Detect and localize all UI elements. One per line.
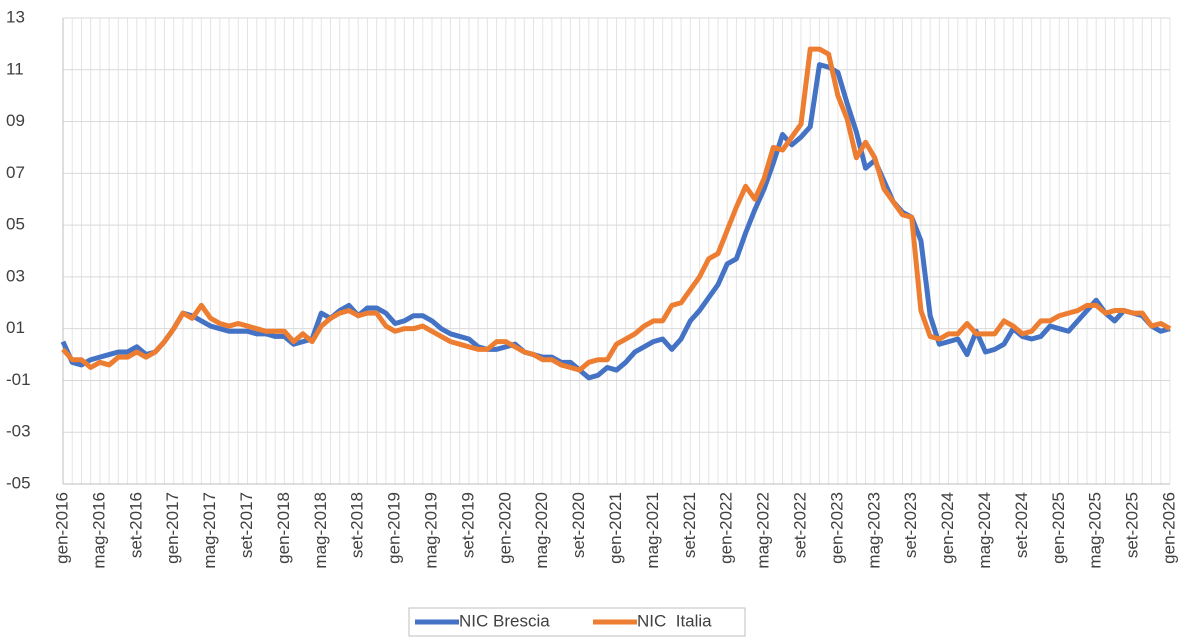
x-tick-group: mag-2025 (1086, 492, 1105, 569)
x-tick-group: set-2022 (790, 492, 809, 558)
x-tick-label: gen-2022 (717, 492, 736, 564)
x-tick-label: set-2017 (237, 492, 256, 558)
line-series (60, 62, 1171, 381)
x-tick-group: mag-2016 (89, 492, 108, 569)
x-tick-label: mag-2016 (89, 492, 108, 569)
x-tick-label: gen-2019 (385, 492, 404, 564)
x-tick-group: set-2023 (901, 492, 920, 558)
x-tick-group: gen-2025 (1049, 492, 1068, 564)
x-tick-label: mag-2023 (864, 492, 883, 569)
x-tick-label: gen-2021 (606, 492, 625, 564)
x-tick-group: set-2024 (1012, 492, 1031, 558)
x-tick-group: mag-2023 (864, 492, 883, 569)
x-tick-group: gen-2020 (495, 492, 514, 564)
x-tick-group: set-2019 (458, 492, 477, 558)
x-tick-label: set-2018 (348, 492, 367, 558)
y-tick-label: 03 (6, 266, 25, 285)
x-tick-group: set-2020 (569, 492, 588, 558)
x-tick-group: gen-2017 (163, 492, 182, 564)
x-tick-label: set-2024 (1012, 492, 1031, 558)
y-tick-label: -01 (6, 370, 31, 389)
x-tick-label: gen-2024 (938, 492, 957, 564)
x-tick-label: gen-2025 (1049, 492, 1068, 564)
x-tick-label: gen-2016 (52, 492, 71, 564)
x-tick-label: set-2023 (901, 492, 920, 558)
x-tick-label: gen-2018 (274, 492, 293, 564)
line-series (61, 46, 1172, 373)
x-tick-group: gen-2026 (1159, 492, 1178, 564)
x-tick-group: gen-2021 (606, 492, 625, 564)
x-tick-label: set-2020 (569, 492, 588, 558)
y-tick-label: 05 (6, 215, 25, 234)
x-tick-label: gen-2026 (1159, 492, 1178, 564)
x-tick-group: mag-2022 (754, 492, 773, 569)
x-tick-group: mag-2024 (975, 492, 994, 569)
x-tick-label: mag-2021 (643, 492, 662, 569)
x-tick-group: set-2017 (237, 492, 256, 558)
x-tick-group: mag-2019 (421, 492, 440, 569)
x-tick-group: gen-2018 (274, 492, 293, 564)
x-tick-label: set-2022 (790, 492, 809, 558)
y-tick-label: 09 (6, 111, 25, 130)
x-tick-group: set-2018 (348, 492, 367, 558)
x-tick-label: set-2021 (680, 492, 699, 558)
x-tick-group: set-2025 (1123, 492, 1142, 558)
x-tick-group: mag-2021 (643, 492, 662, 569)
legend-label: NIC Brescia (459, 611, 550, 630)
x-tick-label: set-2016 (126, 492, 145, 558)
x-tick-label: mag-2020 (532, 492, 551, 569)
x-tick-group: gen-2019 (385, 492, 404, 564)
x-tick-group: mag-2017 (200, 492, 219, 569)
legend-label: NIC Italia (637, 611, 712, 630)
x-tick-label: mag-2019 (421, 492, 440, 569)
y-tick-label: 13 (6, 7, 25, 26)
x-tick-group: gen-2023 (827, 492, 846, 564)
x-tick-group: gen-2016 (52, 492, 71, 564)
y-tick-label: -03 (6, 422, 31, 441)
y-tick-label: 07 (6, 163, 25, 182)
x-tick-group: mag-2020 (532, 492, 551, 569)
x-tick-label: gen-2023 (827, 492, 846, 564)
x-tick-group: gen-2024 (938, 492, 957, 564)
x-tick-group: gen-2022 (717, 492, 736, 564)
x-tick-label: gen-2020 (495, 492, 514, 564)
y-tick-label: 11 (6, 59, 24, 78)
x-tick-label: mag-2017 (200, 492, 219, 569)
y-tick-label: -05 (6, 473, 31, 492)
x-tick-label: mag-2024 (975, 492, 994, 569)
x-tick-group: set-2021 (680, 492, 699, 558)
x-tick-label: set-2025 (1123, 492, 1142, 558)
y-tick-label: 01 (6, 318, 25, 337)
x-tick-label: mag-2018 (311, 492, 330, 569)
x-tick-group: mag-2018 (311, 492, 330, 569)
x-tick-label: set-2019 (458, 492, 477, 558)
x-tick-label: mag-2022 (754, 492, 773, 569)
x-tick-group: set-2016 (126, 492, 145, 558)
legend-box (408, 607, 746, 637)
x-tick-label: gen-2017 (163, 492, 182, 564)
x-tick-label: mag-2025 (1086, 492, 1105, 569)
